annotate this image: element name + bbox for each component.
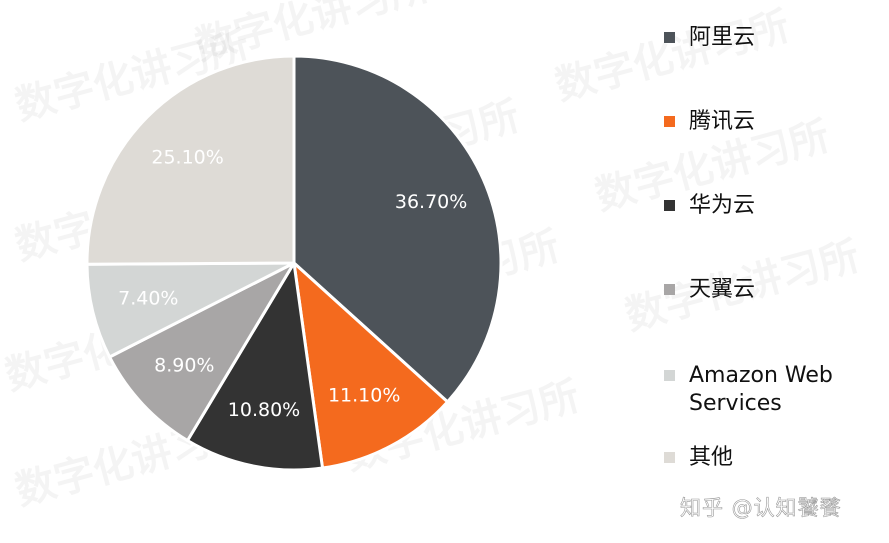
legend-item-others: 其他	[664, 444, 879, 472]
legend-label: 阿里云	[689, 25, 756, 50]
pie-data-label-5: 25.10%	[151, 146, 223, 168]
legend-item-aws: Amazon Web Services	[664, 362, 879, 418]
legend-swatch	[664, 200, 675, 211]
pie-data-label-0: 36.70%	[395, 191, 467, 213]
legend-swatch	[664, 116, 675, 127]
pie-slice-3	[108, 261, 296, 443]
legend-item-tencent-cloud: 腾讯云	[664, 108, 879, 136]
legend-label: 腾讯云	[689, 109, 756, 134]
pie-data-label-4: 7.40%	[118, 288, 178, 310]
legend-label: Amazon Web Services	[689, 363, 833, 416]
pie-data-label-1: 11.10%	[328, 385, 400, 407]
source-credit: 知乎 @认知饕餮	[680, 496, 842, 521]
legend-label: 天翼云	[689, 277, 756, 302]
pie-slice-2	[186, 261, 325, 472]
legend-item-tianyi-cloud: 天翼云	[664, 276, 879, 304]
pie-slice-1	[292, 261, 450, 470]
watermark-text: 数字化讲习所	[551, 3, 795, 110]
pie-slice-0	[292, 54, 503, 404]
pie-slices	[85, 54, 503, 472]
legend-swatch	[664, 370, 675, 381]
legend-label: 华为云	[689, 193, 756, 218]
pie-data-label-3: 8.90%	[154, 354, 214, 376]
pie-slice-4	[85, 261, 296, 359]
legend-item-aliyun: 阿里云	[664, 24, 879, 52]
pie-slice-5	[85, 54, 296, 266]
legend-swatch	[664, 452, 675, 463]
legend-item-huawei-cloud: 华为云	[664, 192, 879, 220]
pie-data-label-2: 10.80%	[228, 399, 300, 421]
legend-swatch	[664, 284, 675, 295]
legend-swatch	[664, 32, 675, 43]
pie-slice-labels: 36.70% 11.10% 10.80% 8.90% 7.40% 25.10%	[118, 146, 467, 421]
legend-label: 其他	[689, 445, 734, 470]
